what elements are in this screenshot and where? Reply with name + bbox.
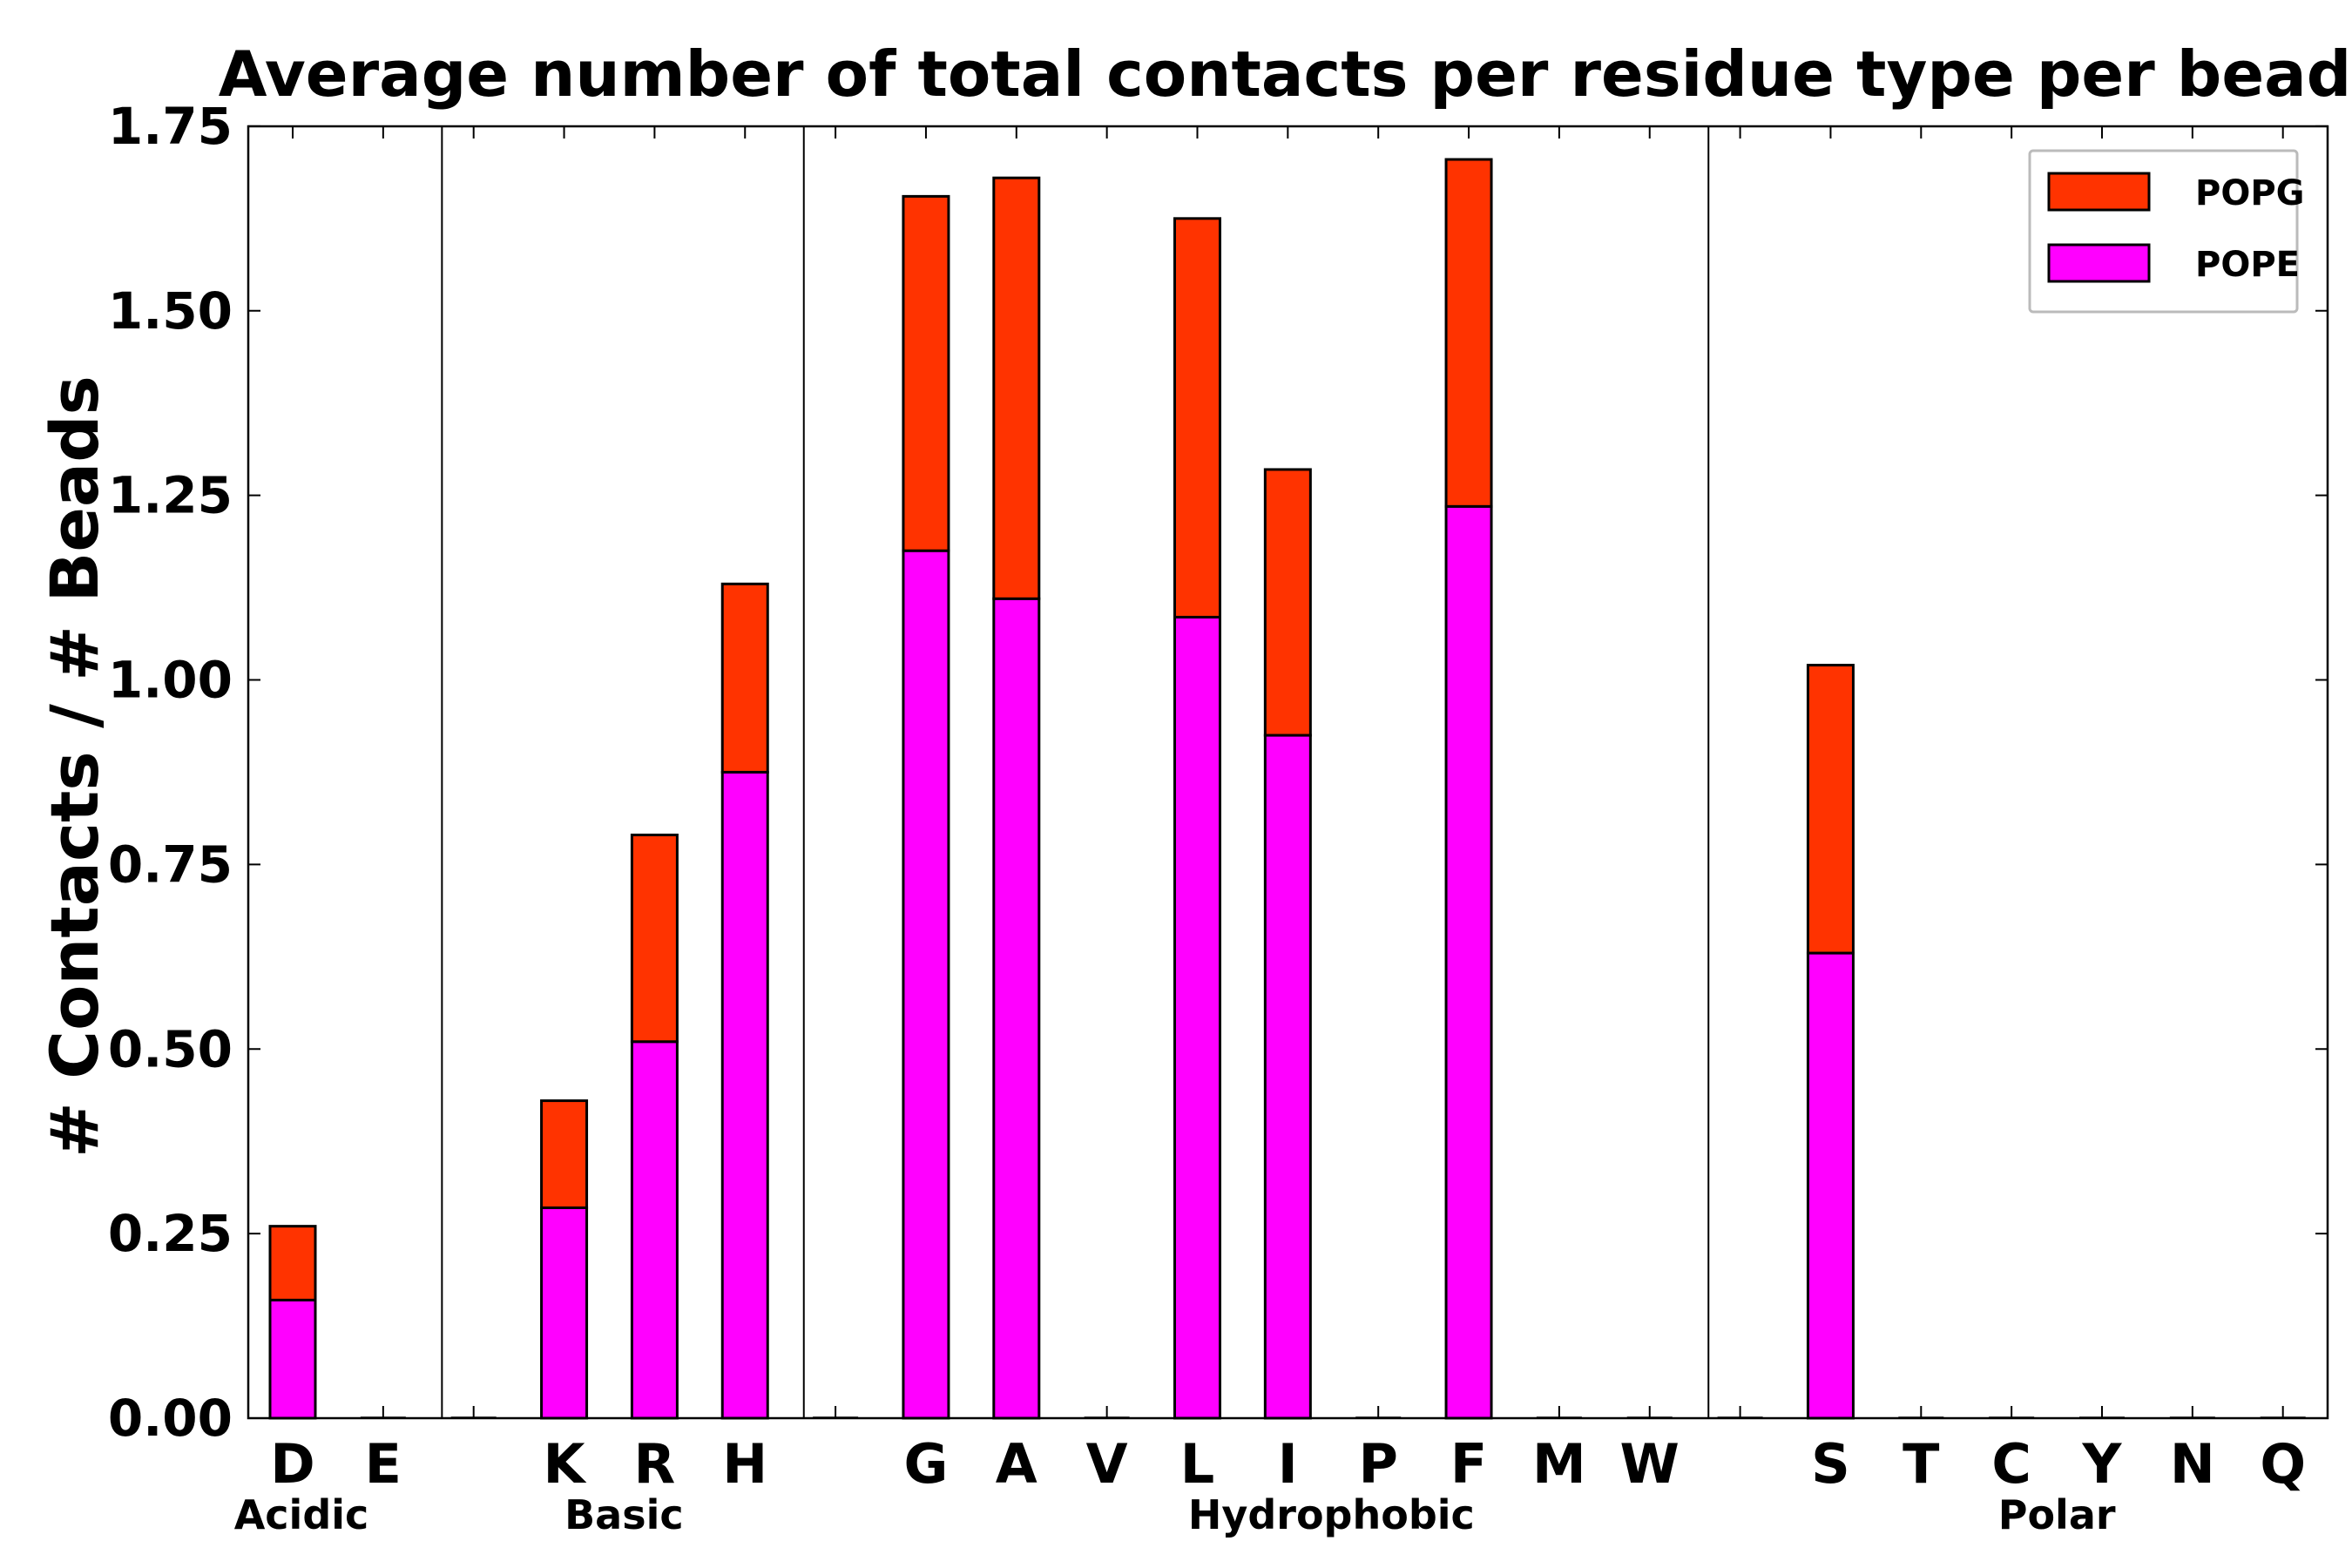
bar-popg-G bbox=[902, 194, 950, 552]
x-tick-label-P: P bbox=[1358, 1432, 1397, 1496]
bar-popg-K bbox=[540, 1099, 589, 1209]
bar-popg-H bbox=[720, 582, 769, 774]
legend-swatch-pope bbox=[2047, 243, 2151, 283]
x-tick-label-I: I bbox=[1278, 1432, 1298, 1496]
legend-label-popg: POPG bbox=[2195, 173, 2304, 213]
x-tick-label-A: A bbox=[996, 1432, 1037, 1496]
x-tick-label-G: G bbox=[904, 1432, 949, 1496]
bar-popg-D bbox=[268, 1225, 317, 1301]
x-tick-label-Y: Y bbox=[2082, 1432, 2123, 1496]
x-tick-label-C: C bbox=[1991, 1432, 2031, 1496]
bar-popg-A bbox=[992, 176, 1041, 600]
group-label-acidic: Acidic bbox=[234, 1491, 369, 1538]
y-tick-label: 1.25 bbox=[108, 466, 233, 525]
y-tick-label: 1.50 bbox=[108, 281, 233, 341]
group-label-basic: Basic bbox=[564, 1491, 684, 1538]
x-tick-label-R: R bbox=[634, 1432, 676, 1496]
x-tick-label-H: H bbox=[722, 1432, 767, 1496]
y-tick-label: 0.25 bbox=[108, 1204, 233, 1263]
bar-pope-G bbox=[902, 549, 950, 1420]
bar-pope-L bbox=[1173, 615, 1221, 1420]
bar-pope-S bbox=[1806, 951, 1855, 1420]
bar-pope-A bbox=[992, 597, 1041, 1420]
chart-title: Average number of total contacts per res… bbox=[219, 37, 2352, 111]
x-tick-label-N: N bbox=[2170, 1432, 2215, 1496]
y-tick-label: 1.75 bbox=[108, 97, 233, 156]
bar-pope-D bbox=[268, 1298, 317, 1420]
x-tick-label-W: W bbox=[1620, 1432, 1680, 1496]
legend-swatch-popg bbox=[2047, 172, 2151, 212]
y-tick-label: 1.00 bbox=[108, 651, 233, 710]
x-tick-label-M: M bbox=[1532, 1432, 1586, 1496]
x-tick-label-T: T bbox=[1903, 1432, 1939, 1496]
y-tick-label: 0.00 bbox=[108, 1389, 233, 1448]
bar-popg-I bbox=[1263, 468, 1312, 737]
plot-area: 0.00 0.25 0.50 0.75 1.00 1.25 1.50 1.75 D E K R H G A V… bbox=[108, 97, 2329, 1538]
x-tick-label-L: L bbox=[1180, 1432, 1215, 1496]
group-label-polar: Polar bbox=[1998, 1491, 2116, 1538]
bar-popg-S bbox=[1806, 664, 1855, 955]
bar-popg-L bbox=[1173, 217, 1221, 618]
x-tick-label-D: D bbox=[270, 1432, 314, 1496]
bar-pope-H bbox=[720, 770, 769, 1420]
x-tick-label-Q: Q bbox=[2260, 1432, 2306, 1496]
bar-popg-F bbox=[1444, 158, 1493, 508]
x-tick-label-V: V bbox=[1086, 1432, 1128, 1496]
legend-label-pope: POPE bbox=[2195, 245, 2300, 285]
bar-pope-F bbox=[1444, 504, 1493, 1420]
group-label-hydrophobic: Hydrophobic bbox=[1188, 1491, 1475, 1538]
x-tick-label-K: K bbox=[544, 1432, 587, 1496]
bar-popg-R bbox=[630, 833, 679, 1044]
bar-pope-K bbox=[540, 1206, 589, 1420]
y-tick-label: 0.75 bbox=[108, 835, 233, 894]
bar-pope-I bbox=[1263, 733, 1312, 1420]
x-tick-label-E: E bbox=[365, 1432, 402, 1496]
y-tick-label: 0.50 bbox=[108, 1019, 233, 1078]
y-axis-label: # Contacts / # Beads bbox=[36, 375, 113, 1158]
x-tick-label-F: F bbox=[1450, 1432, 1487, 1496]
bar-pope-R bbox=[630, 1040, 679, 1420]
x-tick-label-S: S bbox=[1811, 1432, 1850, 1496]
